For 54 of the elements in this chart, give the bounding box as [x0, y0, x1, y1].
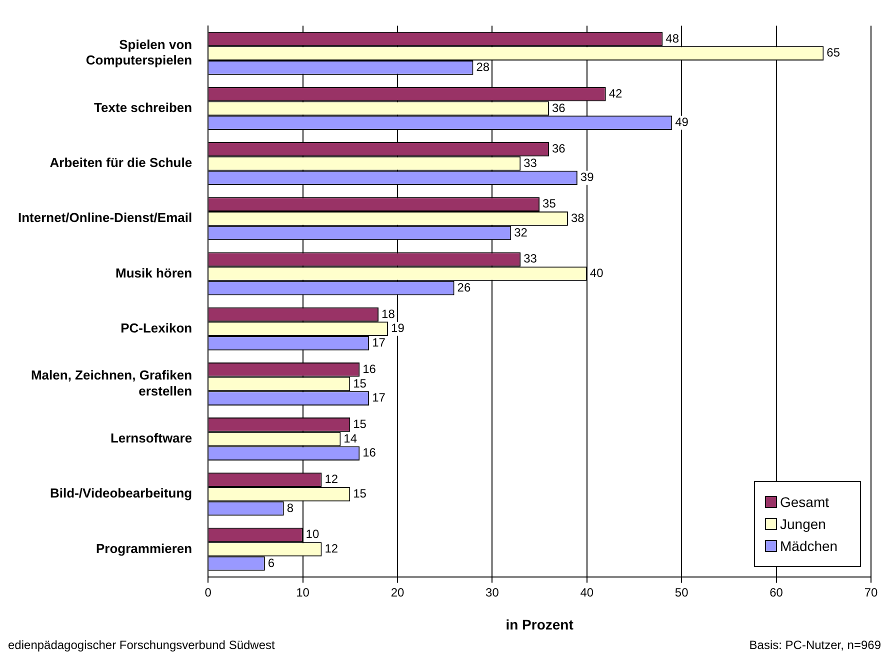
x-axis-title: in Prozent — [506, 616, 574, 632]
data-label: 18 — [382, 306, 396, 321]
x-tick-label: 0 — [204, 585, 212, 600]
y-tick-label: Bild-/Videobearbeitung — [50, 486, 192, 501]
data-label: 16 — [362, 362, 376, 376]
data-label: 19 — [391, 321, 405, 336]
legend-label: Mädchen — [780, 538, 839, 554]
data-label: 32 — [514, 225, 528, 240]
data-label: 17 — [372, 335, 386, 350]
legend-label: Gesamt — [780, 494, 830, 510]
data-label: 40 — [590, 266, 604, 280]
text: edienpädagogischer Forschungsverbund Südwest — [8, 638, 275, 652]
data-label: 42 — [608, 86, 623, 100]
data-label: 33 — [524, 252, 538, 266]
data-label: 33 — [524, 156, 538, 170]
data-label: 17 — [372, 390, 386, 405]
data-label: 15 — [353, 376, 367, 390]
y-tick-label: Musik hören — [116, 265, 192, 280]
x-tick-label: 50 — [674, 585, 689, 600]
data-label: 14 — [344, 431, 358, 446]
data-label: 48 — [666, 31, 680, 46]
data-label: 49 — [675, 115, 689, 130]
y-tick-label: Programmieren — [96, 540, 192, 556]
data-label: 16 — [362, 446, 376, 460]
data-label: 35 — [542, 196, 556, 211]
data-label: 65 — [826, 46, 840, 60]
data-label: 15 — [353, 417, 367, 432]
data-label: 12 — [324, 542, 338, 556]
y-tick-label: Lernsoftware — [110, 430, 192, 446]
x-tick-label: 70 — [864, 585, 878, 600]
x-tick-label: 30 — [486, 585, 500, 600]
y-tick-label: Malen, Zeichnen, Grafiken erstellen — [30, 368, 192, 398]
x-tick-label: 10 — [296, 585, 310, 600]
y-tick-label: Internet/Online-Dienst/Email — [18, 210, 192, 226]
data-label: 36 — [552, 100, 566, 115]
x-tick-label: 60 — [770, 585, 784, 600]
x-tick-label: 40 — [580, 585, 594, 600]
data-label: 12 — [324, 472, 338, 486]
data-label: 38 — [570, 210, 585, 225]
data-label: 10 — [306, 527, 320, 542]
legend-label: Jungen — [780, 516, 827, 532]
data-label: 36 — [552, 142, 566, 156]
data-label: 6 — [268, 556, 275, 570]
data-label: 15 — [353, 486, 367, 500]
y-tick-label: PC-Lexikon — [120, 320, 192, 336]
y-tick-label: Arbeiten für die Schule — [50, 155, 192, 170]
text: Basis: PC-Nutzer, n=969 — [749, 638, 881, 652]
data-label: 28 — [476, 60, 490, 74]
y-tick-label: Texte schreiben — [94, 100, 192, 116]
data-label: 8 — [286, 500, 294, 515]
y-tick-label: Spielen von Computerspielen — [86, 37, 192, 68]
data-label: 39 — [580, 170, 594, 184]
data-label: 26 — [457, 280, 471, 294]
x-tick-label: 20 — [390, 585, 404, 600]
